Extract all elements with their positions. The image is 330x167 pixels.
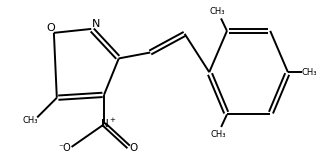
Text: ⁻O: ⁻O [58,143,71,153]
Text: O: O [47,23,55,33]
Text: O: O [129,143,138,153]
Text: CH₃: CH₃ [22,116,38,125]
Text: CH₃: CH₃ [302,68,317,77]
Text: N: N [92,19,100,29]
Text: CH₃: CH₃ [210,130,226,139]
Text: +: + [109,117,115,123]
Text: CH₃: CH₃ [210,7,225,16]
Text: N: N [101,119,109,129]
